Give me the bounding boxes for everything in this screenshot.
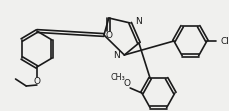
Text: O: O bbox=[105, 32, 112, 41]
Text: Cl: Cl bbox=[220, 37, 228, 46]
Text: O: O bbox=[33, 77, 40, 86]
Text: CH₃: CH₃ bbox=[110, 73, 124, 82]
Text: N: N bbox=[134, 18, 141, 27]
Text: O: O bbox=[123, 79, 130, 88]
Text: N: N bbox=[112, 52, 119, 60]
